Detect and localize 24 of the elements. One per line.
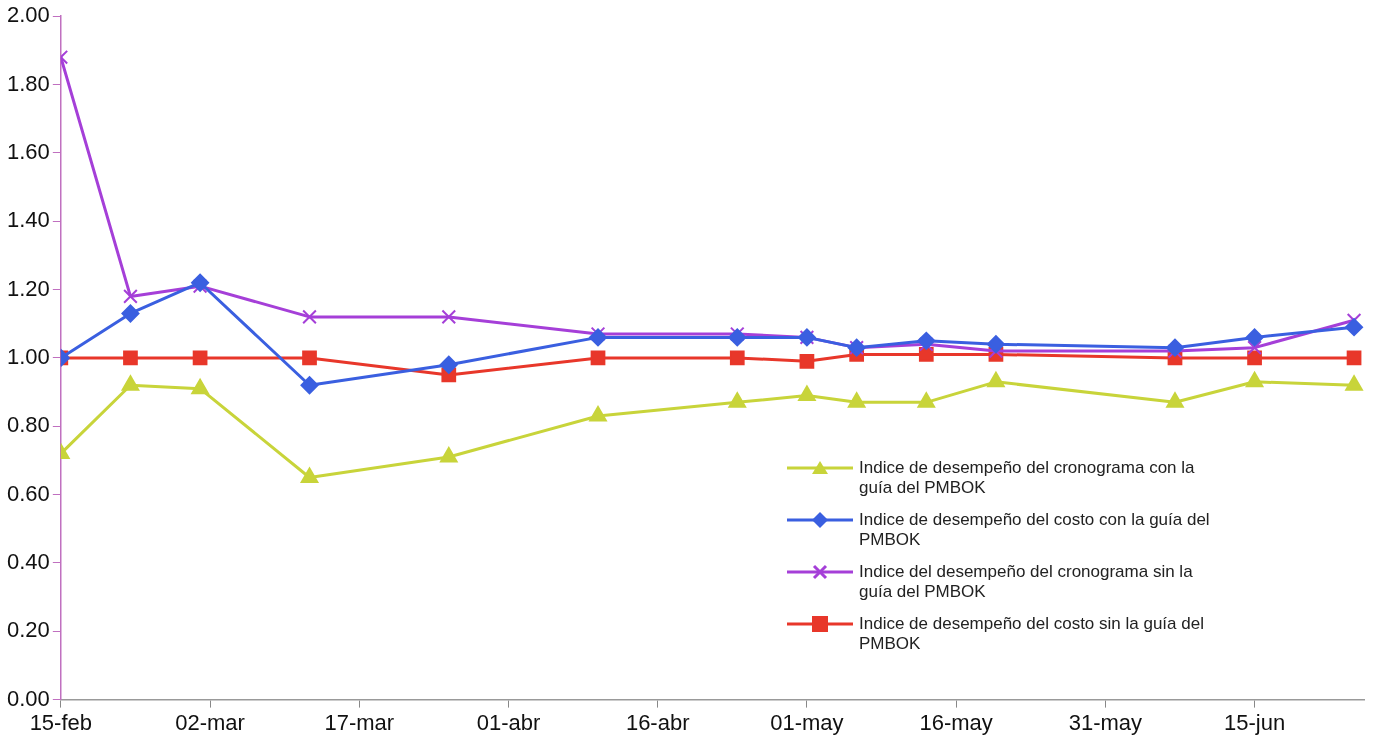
legend-label: Indice de desempeño del costo con la guía del PMBOK (859, 510, 1211, 550)
legend-label: Indice de desempeño del costo sin la guía del PMBOK (859, 614, 1205, 654)
x-tick-label: 31-may (1068, 709, 1143, 735)
x-tick-label: 01-abr (476, 709, 541, 735)
x-tick-label: 16-may (919, 709, 993, 735)
y-tick-label: 1.40 (6, 207, 50, 233)
y-tick-label: 2.00 (6, 2, 50, 28)
y-tick-label: 1.00 (6, 343, 50, 369)
y-tick-label: 1.20 (6, 275, 50, 301)
y-tick-label: 0.40 (6, 548, 50, 574)
legend-label: Indice de desempeño del cronograma con la guía del PMBOK (859, 458, 1196, 498)
x-tick-label: 02-mar (175, 709, 245, 735)
x-tick-label: 15-feb (29, 709, 93, 735)
x-tick-label: 15-jun (1223, 709, 1286, 735)
y-tick-label: 0.00 (6, 685, 50, 711)
y-tick-label: 0.20 (6, 617, 50, 643)
y-tick-label: 1.60 (6, 138, 50, 164)
y-tick-label: 0.60 (6, 480, 50, 506)
x-tick-label: 17-mar (324, 709, 395, 735)
y-tick-label: 0.80 (6, 412, 50, 438)
legend-label: Indice del desempeño del cronograma sin la guía del PMBOK (859, 562, 1194, 602)
x-tick-label: 16-abr (625, 709, 690, 735)
x-tick-label: 01-may (770, 709, 844, 735)
y-tick-label: 1.80 (6, 70, 50, 96)
